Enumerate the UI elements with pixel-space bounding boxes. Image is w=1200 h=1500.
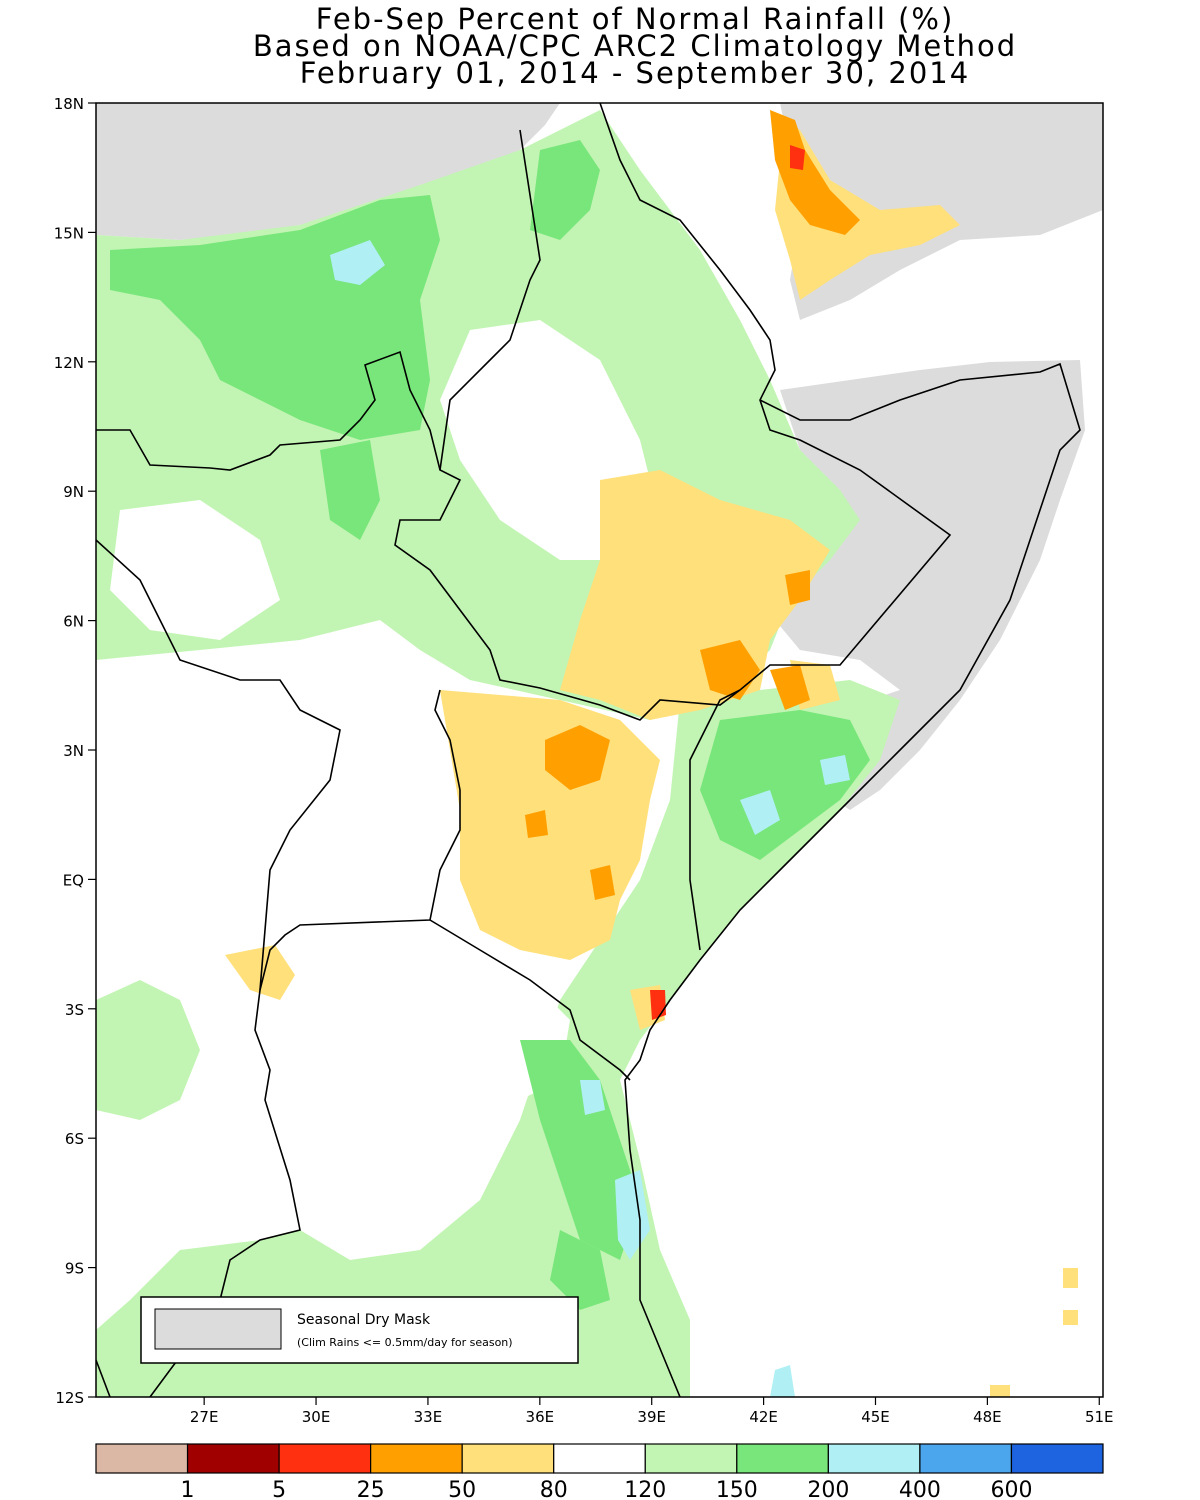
lon-tick-label: 48E [973, 1408, 1002, 1426]
lat-tick-label: 12S [55, 1389, 84, 1407]
latitude-axis: 18N 15N 12N 9N 6N 3N EQ 3S 6S 9S 12S [54, 95, 96, 1407]
dry-mask-title: Seasonal Dry Mask [297, 1312, 431, 1328]
colorbar-swatch [370, 1443, 463, 1474]
zone-80-120 [110, 320, 1103, 1397]
colorbar-label: 600 [990, 1478, 1032, 1500]
colorbar-swatch [278, 1443, 372, 1474]
dry-mask-note: (Clim Rains <= 0.5mm/day for season) [297, 1336, 513, 1349]
colorbar: 1 5 25 50 80 120 150 200 400 600 [95, 1443, 1104, 1500]
lon-tick-label: 45E [861, 1408, 890, 1426]
lat-tick-label: 6N [63, 613, 84, 631]
colorbar-label: 80 [540, 1478, 568, 1500]
colorbar-label: 50 [448, 1478, 476, 1500]
colorbar-label: 120 [624, 1478, 666, 1500]
colorbar-swatch [461, 1443, 555, 1474]
colorbar-swatch [736, 1443, 829, 1474]
map-title: Feb-Sep Percent of Normal Rainfall (%) B… [0, 2, 1200, 90]
title-line-2: Based on NOAA/CPC ARC2 Climatology Metho… [252, 29, 1018, 63]
lat-tick-label: 18N [54, 95, 84, 113]
lat-tick-label: 3N [63, 742, 84, 760]
lat-tick-label: 9N [63, 483, 84, 501]
dry-mask-legend: Seasonal Dry Mask (Clim Rains <= 0.5mm/d… [140, 1296, 579, 1364]
colorbar-swatch [644, 1443, 738, 1474]
colorbar-swatch [186, 1443, 280, 1474]
colorbar-label: 400 [899, 1478, 941, 1500]
lat-tick-label: EQ [63, 871, 84, 889]
dry-mask-swatch [154, 1308, 282, 1350]
lat-tick-label: 12N [54, 354, 84, 372]
lon-tick-label: 51E [1085, 1408, 1114, 1426]
colorbar-swatch [553, 1443, 646, 1474]
colorbar-label: 25 [357, 1478, 385, 1500]
title-line-3: February 01, 2014 - September 30, 2014 [299, 56, 971, 90]
title-line-1: Feb-Sep Percent of Normal Rainfall (%) [315, 2, 955, 36]
longitude-axis: 27E 30E 33E 36E 39E 42E 45E 48E 51E [190, 1397, 1114, 1426]
map-field [96, 103, 1103, 1397]
lat-tick-label: 9S [65, 1260, 84, 1278]
lat-tick-label: 15N [54, 224, 84, 242]
colorbar-label: 150 [716, 1478, 758, 1500]
colorbar-label: 200 [807, 1478, 849, 1500]
lon-tick-label: 42E [749, 1408, 778, 1426]
colorbar-swatch [95, 1443, 189, 1474]
lat-tick-label: 3S [65, 1001, 84, 1019]
lat-tick-label: 6S [65, 1130, 84, 1148]
country-borders [95, 102, 1081, 1398]
lon-tick-label: 30E [302, 1408, 331, 1426]
zone-200-400 [330, 240, 850, 1397]
colorbar-swatch [827, 1443, 921, 1474]
colorbar-label: 5 [272, 1478, 286, 1500]
colorbar-swatch [919, 1443, 1013, 1474]
colorbar-swatch [1010, 1443, 1104, 1474]
lon-tick-label: 27E [190, 1408, 219, 1426]
colorbar-label: 1 [181, 1478, 195, 1500]
lon-tick-label: 33E [414, 1408, 443, 1426]
lon-tick-label: 39E [637, 1408, 666, 1426]
lon-tick-label: 36E [526, 1408, 555, 1426]
